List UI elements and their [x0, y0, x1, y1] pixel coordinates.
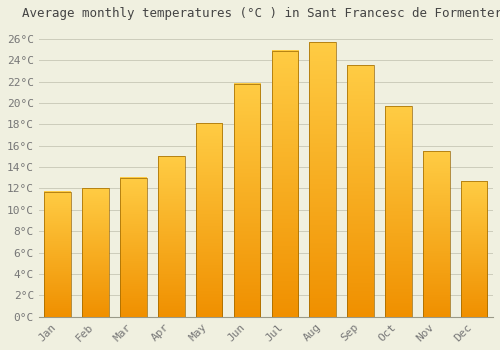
Bar	[234, 84, 260, 317]
Bar	[44, 192, 71, 317]
Bar	[348, 65, 374, 317]
Bar	[310, 42, 336, 317]
Bar	[423, 151, 450, 317]
Bar	[120, 178, 146, 317]
Bar	[385, 106, 411, 317]
Title: Average monthly temperatures (°C ) in Sant Francesc de Formentera: Average monthly temperatures (°C ) in Sa…	[22, 7, 500, 20]
Bar	[272, 50, 298, 317]
Bar	[196, 123, 222, 317]
Bar	[158, 156, 184, 317]
Bar	[461, 181, 487, 317]
Bar	[82, 188, 109, 317]
